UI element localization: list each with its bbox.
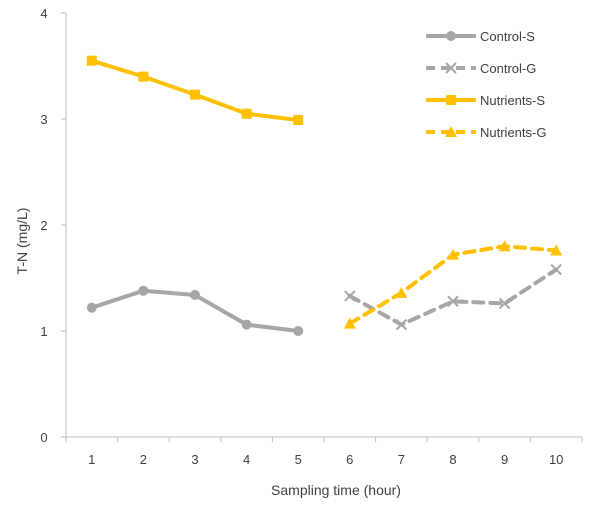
- y-tick-label: 4: [40, 6, 47, 21]
- legend-label: Nutrients-G: [480, 125, 546, 140]
- data-point-control-g: [447, 295, 459, 308]
- legend-label: Nutrients-S: [480, 93, 545, 108]
- data-point-nutrients-s: [138, 71, 149, 82]
- series-nutrients-g: [343, 240, 563, 329]
- x-axis-ticks: 1 2 3 4 5 6 7 8 9 10: [65, 437, 583, 467]
- x-tick-label: 3: [191, 452, 198, 467]
- legend-item-control-s: Control-S: [426, 29, 535, 44]
- y-tick-label: 1: [40, 324, 47, 339]
- data-point-nutrients-g: [395, 286, 408, 298]
- series-control-s: [86, 285, 304, 336]
- legend-label: Control-G: [480, 61, 536, 76]
- data-point-control-s: [138, 285, 149, 296]
- x-tick-label: 7: [398, 452, 405, 467]
- x-tick-label: 1: [88, 452, 95, 467]
- x-axis-title: Sampling time (hour): [271, 482, 401, 498]
- x-tick-label: 5: [295, 452, 302, 467]
- data-point-control-s: [293, 326, 304, 336]
- y-tick-label: 0: [40, 430, 47, 445]
- data-point-control-g: [550, 263, 562, 276]
- series-layer: [86, 55, 563, 336]
- data-point-nutrients-s: [241, 108, 252, 119]
- legend-swatch-marker: [446, 95, 456, 105]
- x-tick-label: 8: [449, 452, 456, 467]
- x-tick-label: 9: [501, 452, 508, 467]
- legend-label: Control-S: [480, 29, 535, 44]
- y-axis-title: T-N (mg/L): [14, 208, 30, 275]
- data-point-control-s: [86, 302, 97, 313]
- data-point-nutrients-g: [343, 317, 356, 329]
- data-point-nutrients-g: [550, 244, 563, 256]
- data-point-control-s: [190, 289, 200, 300]
- data-point-nutrients-s: [293, 115, 304, 126]
- legend-swatch-marker: [446, 31, 456, 41]
- x-tick-label: 10: [549, 452, 563, 467]
- axes: 0 1 2 3 4 1 2 3 4 5 6 7 8 9 10: [40, 6, 583, 467]
- data-point-nutrients-s: [190, 89, 200, 100]
- series-control-g: [344, 263, 562, 331]
- x-tick-label: 2: [140, 452, 147, 467]
- legend-item-nutrients-s: Nutrients-S: [426, 93, 545, 108]
- data-point-nutrients-g: [447, 248, 459, 260]
- data-point-control-g: [395, 318, 408, 331]
- series-line-control-g: [347, 267, 559, 327]
- legend-swatch-marker: [445, 126, 457, 137]
- y-axis-ticks: 0 1 2 3 4: [40, 6, 66, 445]
- data-point-control-g: [344, 290, 356, 302]
- data-point-nutrients-s: [86, 55, 97, 66]
- y-tick-label: 3: [40, 112, 47, 127]
- data-point-control-g: [498, 297, 511, 310]
- data-point-control-s: [241, 319, 252, 330]
- legend-item-control-g: Control-G: [426, 61, 536, 76]
- x-tick-label: 4: [243, 452, 250, 467]
- legend-swatch-marker: [445, 62, 457, 74]
- legend-item-nutrients-g: Nutrients-G: [426, 125, 546, 140]
- y-tick-label: 2: [40, 218, 47, 233]
- legend: Control-S Control-G Nutrients-S Nutrients-G: [426, 29, 546, 140]
- x-tick-label: 6: [346, 452, 353, 467]
- series-nutrients-s: [86, 55, 304, 126]
- data-point-nutrients-g: [498, 240, 511, 252]
